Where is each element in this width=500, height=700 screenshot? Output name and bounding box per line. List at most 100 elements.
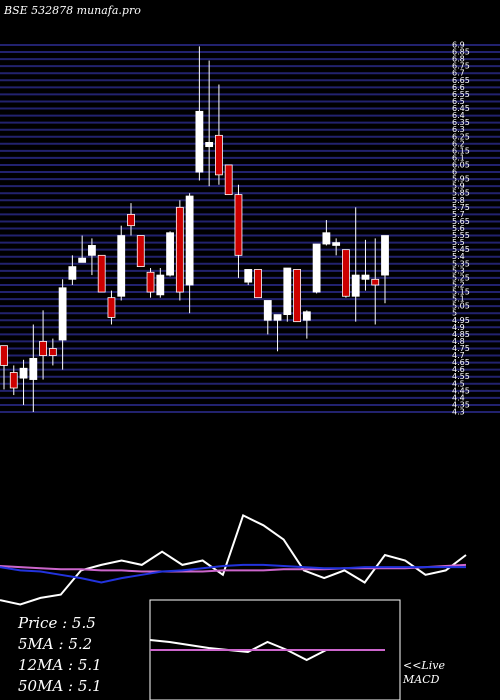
y-tick-label: 5.9 — [452, 182, 465, 191]
y-tick-label: 6.4 — [452, 111, 465, 120]
candle-body — [9, 372, 18, 389]
y-tick-label: 4.75 — [452, 344, 470, 353]
y-tick-label: 4.65 — [452, 358, 470, 367]
candle-body — [234, 194, 243, 256]
candle-body — [39, 341, 47, 356]
info-line: 5MA : 5.2 — [18, 635, 92, 653]
y-tick-label: 6.5 — [452, 97, 465, 106]
y-tick-label: 6 — [452, 168, 457, 177]
y-tick-label: 6.6 — [452, 83, 465, 92]
candle-body — [312, 243, 321, 293]
y-tick-label: 5.45 — [452, 245, 470, 254]
candle-body — [88, 245, 96, 256]
candle-body — [332, 242, 341, 246]
candle-body — [175, 206, 184, 293]
macd-title: MACD — [402, 673, 440, 686]
y-tick-label: 5.95 — [452, 175, 470, 184]
y-tick-label: 4.45 — [452, 386, 470, 395]
candle-body — [19, 367, 28, 379]
y-tick-label: 4.5 — [452, 379, 465, 388]
candle-body — [224, 164, 233, 196]
y-tick-label: 5.55 — [452, 231, 470, 240]
live-label: <<Live — [403, 659, 445, 672]
candle-body — [68, 266, 77, 280]
candle-body — [293, 269, 301, 323]
candle-body — [97, 254, 106, 293]
y-tick-label: 5.6 — [452, 224, 465, 233]
candle-body — [185, 195, 194, 286]
y-tick-label: 4.8 — [452, 337, 465, 346]
candle-body — [127, 213, 135, 227]
y-tick-label: 6.35 — [452, 118, 470, 127]
info-line: 50MA : 5.1 — [18, 677, 102, 695]
y-tick-label: 6.65 — [452, 76, 470, 85]
y-tick-label: 6.25 — [452, 132, 470, 141]
indicator-line — [0, 514, 467, 606]
y-tick-label: 4.6 — [452, 365, 465, 374]
y-tick-label: 6.05 — [452, 160, 470, 169]
chart-title: BSE 532878 munafa.pro — [3, 4, 141, 17]
y-tick-label: 5.3 — [452, 266, 465, 275]
candle-body — [48, 348, 57, 356]
candle-body — [244, 269, 253, 283]
candle-body — [381, 235, 389, 276]
indicator-line — [0, 563, 466, 584]
y-tick-label: 4.4 — [452, 393, 465, 402]
y-tick-label: 5.15 — [452, 288, 470, 297]
candle-body — [283, 267, 292, 316]
info-line: Price : 5.5 — [17, 614, 96, 632]
y-tick-label: 5.65 — [452, 217, 470, 226]
y-tick-label: 5.35 — [452, 259, 470, 268]
candle-body — [371, 278, 380, 286]
candle-body — [361, 274, 370, 280]
y-tick-label: 5.1 — [452, 295, 465, 304]
y-tick-label: 4.55 — [452, 372, 470, 381]
candle-body — [302, 311, 311, 321]
candle-body — [146, 271, 155, 293]
candle-body — [322, 232, 331, 245]
y-tick-label: 6.7 — [452, 69, 465, 78]
y-tick-label: 6.8 — [452, 55, 465, 64]
y-tick-label: 5.5 — [452, 238, 465, 247]
y-tick-label: 4.35 — [452, 400, 470, 409]
indicator-line — [0, 563, 467, 573]
candle-body — [156, 274, 165, 296]
candle-body — [107, 297, 116, 318]
y-tick-label: 5.25 — [452, 273, 470, 282]
y-tick-label: 4.3 — [452, 408, 465, 417]
y-tick-label: 4.7 — [452, 351, 465, 360]
y-tick-label: 5.8 — [452, 196, 465, 205]
candle-body — [58, 287, 67, 341]
candle-body — [342, 249, 350, 297]
candle-body — [351, 274, 360, 297]
y-tick-label: 5.4 — [452, 252, 465, 261]
candle-body — [263, 300, 272, 321]
y-tick-label: 6.3 — [452, 125, 465, 134]
y-tick-label: 4.85 — [452, 330, 470, 339]
y-tick-label: 6.1 — [452, 153, 465, 162]
candle-body — [78, 257, 87, 263]
candle-body — [0, 345, 8, 366]
y-tick-label: 5.7 — [452, 210, 465, 219]
y-tick-label: 6.45 — [452, 104, 470, 113]
y-tick-label: 5 — [452, 309, 457, 318]
candle-body — [195, 110, 204, 173]
y-tick-label: 6.75 — [452, 62, 470, 71]
y-tick-label: 6.9 — [452, 41, 465, 50]
y-tick-label: 6.2 — [452, 139, 465, 148]
candle-body — [215, 134, 223, 176]
y-tick-label: 5.85 — [452, 189, 470, 198]
y-tick-label: 6.85 — [452, 48, 470, 57]
y-tick-label: 6.15 — [452, 146, 470, 155]
candle-body — [273, 314, 282, 321]
candle-body — [136, 235, 145, 268]
candle-body — [205, 141, 214, 148]
y-tick-label: 4.9 — [452, 323, 465, 332]
info-line: 12MA : 5.1 — [18, 656, 102, 674]
y-tick-label: 5.75 — [452, 203, 470, 212]
y-tick-label: 5.05 — [452, 302, 470, 311]
y-tick-label: 5.2 — [452, 280, 465, 289]
candle-body — [29, 357, 38, 380]
